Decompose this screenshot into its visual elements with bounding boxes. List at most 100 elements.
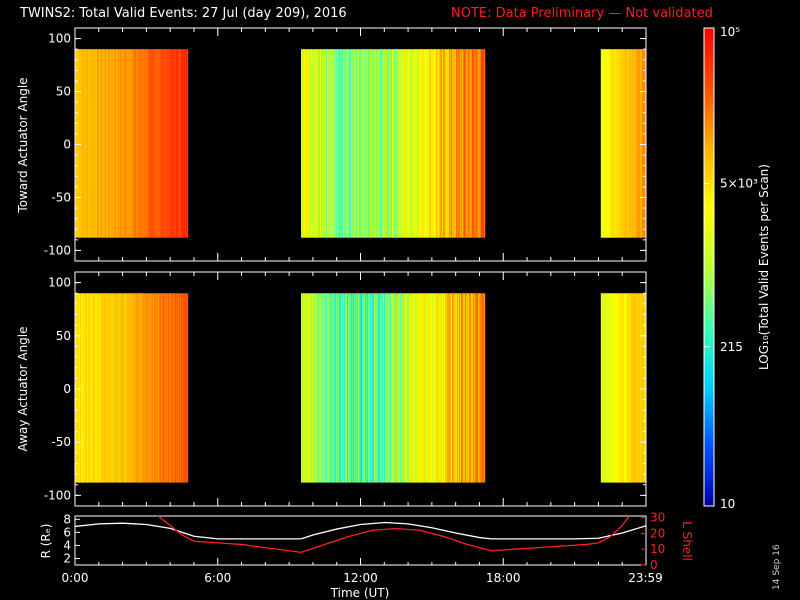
heatmap-column (83, 293, 85, 483)
heatmap-column (76, 293, 78, 483)
heatmap-column (619, 293, 621, 483)
heatmap-column (101, 293, 103, 483)
heatmap-column (427, 49, 429, 238)
heatmap-column (441, 49, 443, 238)
colorbar-bar (703, 27, 715, 507)
heatmap-column (311, 293, 313, 483)
orbit-frame (74, 515, 647, 566)
heatmap-column (102, 49, 104, 238)
x-tick-label: 18:00 (486, 571, 521, 585)
heatmap-column (383, 49, 385, 238)
heatmap-column (179, 49, 181, 238)
heatmap-column (458, 49, 460, 238)
toward-heatmap (75, 49, 646, 238)
away-panel: 100 50 0 -50 -100 Away Actuator Angle (16, 271, 647, 507)
heatmap-column (138, 49, 140, 238)
heatmap-column (153, 49, 155, 238)
heatmap-column (457, 49, 459, 238)
heatmap-column (98, 49, 100, 238)
heatmap-column (610, 49, 612, 238)
heatmap-column (345, 293, 347, 483)
toward-xticks (74, 28, 647, 261)
heatmap-column (171, 293, 173, 483)
heatmap-column (417, 49, 419, 238)
heatmap-column (366, 49, 368, 238)
heatmap-column (421, 49, 423, 238)
heatmap-column (400, 293, 402, 483)
heatmap-column (151, 49, 153, 238)
heatmap-column (176, 293, 178, 483)
heatmap-column (316, 49, 318, 238)
heatmap-column (103, 49, 105, 238)
heatmap-column (82, 49, 84, 238)
heatmap-column (480, 49, 482, 238)
heatmap-column (636, 293, 638, 483)
heatmap-column (465, 293, 467, 483)
heatmap-column (612, 293, 614, 483)
heatmap-column (178, 49, 180, 238)
heatmap-column (339, 293, 341, 483)
heatmap-column (605, 49, 607, 238)
heatmap-column (146, 293, 148, 483)
heatmap-column (424, 49, 426, 238)
heatmap-column (634, 49, 636, 238)
heatmap-column (629, 293, 631, 483)
heatmap-column (119, 49, 121, 238)
heatmap-column (643, 49, 645, 238)
orbit-lines (74, 515, 647, 554)
heatmap-column (102, 293, 104, 483)
heatmap-column (337, 49, 339, 238)
heatmap-column (347, 293, 349, 483)
heatmap-column (382, 49, 384, 238)
heatmap-column (449, 293, 451, 483)
y-tick-label: -50 (51, 435, 71, 449)
heatmap-column (121, 293, 123, 483)
heatmap-column (348, 293, 350, 483)
heatmap-column (402, 49, 404, 238)
heatmap-column (643, 293, 645, 483)
heatmap-column (384, 49, 386, 238)
heatmap-column (357, 49, 359, 238)
heatmap-column (469, 49, 471, 238)
heatmap-column (111, 293, 113, 483)
heatmap-column (395, 49, 397, 238)
heatmap-column (115, 293, 117, 483)
heatmap-column (99, 293, 101, 483)
heatmap-column (425, 49, 427, 238)
heatmap-column (468, 49, 470, 238)
heatmap-column (423, 49, 425, 238)
heatmap-column (483, 49, 485, 238)
heatmap-column (641, 49, 643, 238)
heatmap-column (617, 293, 619, 483)
heatmap-column (611, 293, 613, 483)
colorbar: 10⁵ 5×10³ 215 10 LOG₁₀(Total Valid Events p… (703, 25, 771, 511)
heatmap-column (360, 49, 362, 238)
heatmap-column (479, 293, 481, 483)
heatmap-column (618, 49, 620, 238)
y-tick-label: 0 (650, 558, 658, 572)
heatmap-column (346, 293, 348, 483)
heatmap-column (159, 49, 161, 238)
toward-ylabel: Toward Actuator Angle (16, 77, 30, 213)
heatmap-column (96, 49, 98, 238)
heatmap-column (114, 293, 116, 483)
heatmap-column (631, 49, 633, 238)
heatmap-column (392, 49, 394, 238)
heatmap-column (367, 49, 369, 238)
heatmap-column (410, 49, 412, 238)
y-tick-label: -100 (44, 488, 71, 502)
heatmap-column (313, 293, 315, 483)
heatmap-column (88, 293, 90, 483)
heatmap-column (80, 49, 82, 238)
heatmap-column (108, 49, 110, 238)
heatmap-column (134, 293, 136, 483)
heatmap-column (386, 293, 388, 483)
heatmap-column (447, 49, 449, 238)
heatmap-column (640, 49, 642, 238)
heatmap-column (127, 49, 129, 238)
heatmap-column (91, 293, 93, 483)
heatmap-column (183, 293, 185, 483)
heatmap-column (325, 293, 327, 483)
heatmap-column (627, 49, 629, 238)
heatmap-column (420, 49, 422, 238)
